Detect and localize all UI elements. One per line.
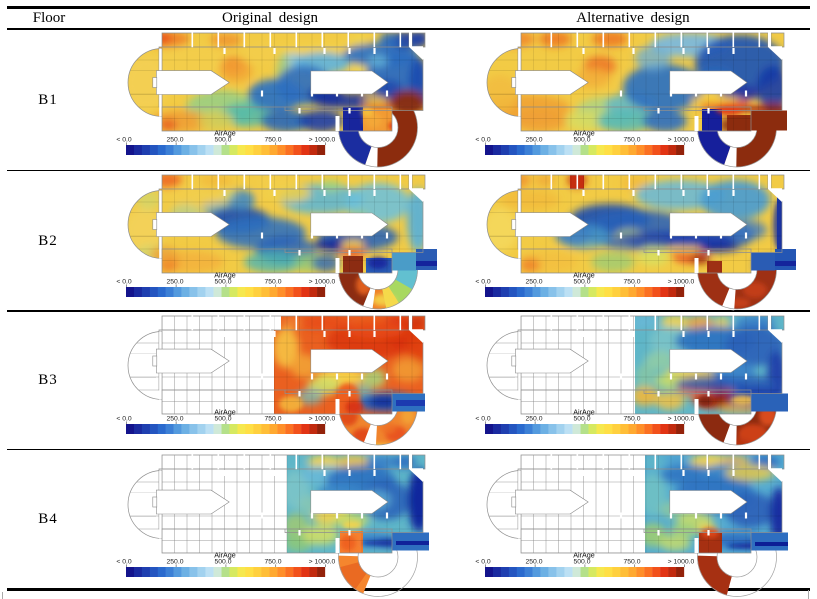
svg-text:< 0.0: < 0.0: [116, 137, 132, 144]
svg-text:< 0.0: < 0.0: [116, 278, 132, 285]
svg-text:250.0: 250.0: [166, 137, 183, 144]
svg-text:250.0: 250.0: [166, 558, 183, 565]
svg-text:500.0: 500.0: [573, 137, 590, 144]
svg-text:< 0.0: < 0.0: [475, 416, 491, 423]
svg-text:250.0: 250.0: [525, 137, 542, 144]
svg-text:> 1000.0: > 1000.0: [309, 278, 336, 285]
svg-text:> 1000.0: > 1000.0: [309, 137, 336, 144]
svg-text:> 1000.0: > 1000.0: [309, 416, 336, 423]
svg-text:AirAge: AirAge: [214, 129, 236, 138]
svg-text:> 1000.0: > 1000.0: [668, 558, 695, 565]
svg-text:< 0.0: < 0.0: [475, 137, 491, 144]
svg-text:500.0: 500.0: [573, 416, 590, 423]
svg-text:500.0: 500.0: [573, 278, 590, 285]
svg-text:AirAge: AirAge: [214, 270, 236, 279]
svg-text:750.0: 750.0: [264, 278, 281, 285]
svg-text:750.0: 750.0: [623, 137, 640, 144]
svg-text:500.0: 500.0: [214, 416, 231, 423]
svg-text:AirAge: AirAge: [214, 408, 236, 417]
svg-text:750.0: 750.0: [623, 278, 640, 285]
svg-text:> 1000.0: > 1000.0: [309, 558, 336, 565]
svg-text:500.0: 500.0: [214, 278, 231, 285]
svg-text:> 1000.0: > 1000.0: [668, 416, 695, 423]
svg-text:AirAge: AirAge: [573, 550, 595, 559]
svg-text:AirAge: AirAge: [573, 129, 595, 138]
svg-text:AirAge: AirAge: [573, 408, 595, 417]
svg-text:250.0: 250.0: [525, 278, 542, 285]
svg-text:750.0: 750.0: [623, 416, 640, 423]
svg-text:250.0: 250.0: [166, 278, 183, 285]
svg-text:AirAge: AirAge: [214, 550, 236, 559]
svg-text:< 0.0: < 0.0: [116, 416, 132, 423]
svg-text:> 1000.0: > 1000.0: [668, 278, 695, 285]
svg-text:750.0: 750.0: [264, 416, 281, 423]
svg-text:250.0: 250.0: [525, 416, 542, 423]
svg-text:750.0: 750.0: [264, 558, 281, 565]
svg-text:750.0: 750.0: [623, 558, 640, 565]
svg-text:250.0: 250.0: [166, 416, 183, 423]
svg-text:750.0: 750.0: [264, 137, 281, 144]
svg-text:< 0.0: < 0.0: [475, 278, 491, 285]
svg-text:500.0: 500.0: [214, 558, 231, 565]
svg-text:250.0: 250.0: [525, 558, 542, 565]
svg-text:< 0.0: < 0.0: [475, 558, 491, 565]
svg-text:> 1000.0: > 1000.0: [668, 137, 695, 144]
svg-text:500.0: 500.0: [214, 137, 231, 144]
svg-text:< 0.0: < 0.0: [116, 558, 132, 565]
svg-text:AirAge: AirAge: [573, 270, 595, 279]
svg-text:500.0: 500.0: [573, 558, 590, 565]
